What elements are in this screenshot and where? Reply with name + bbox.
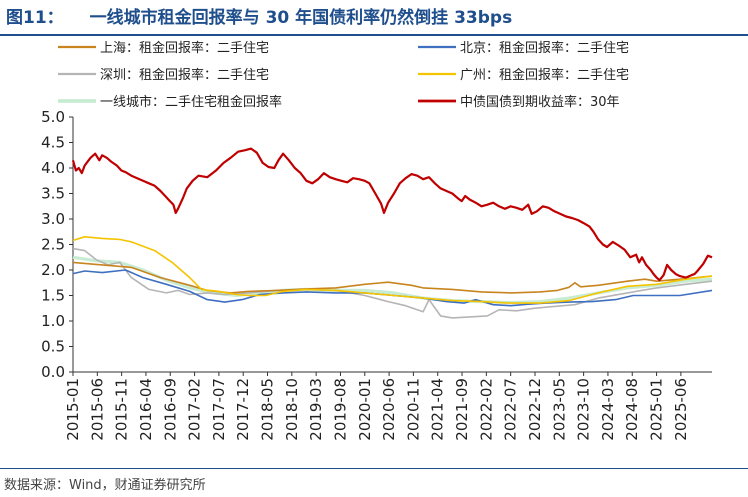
y-tick-label: 2.0 [41,261,65,279]
legend-label: 广州：租金回报率：二手住宅 [460,67,629,83]
x-tick-label: 2015-06 [88,378,106,441]
source-divider [0,468,748,469]
line-chart: 5.0 4.5 4.0 3.5 3.0 2.5 2.0 1.5 1.0 0.5 0.02015-01… [41,40,713,441]
y-tick-label: 4.0 [41,159,65,177]
y-tick-label: 3.5 [41,185,65,203]
figure-title: 图11： 一线城市租金回报率与 30 年国债利率仍然倒挂 33bps [6,6,512,30]
series-line [72,269,713,307]
x-tick-label: 2020-11 [404,378,422,441]
x-tick-label: 2017-07 [210,378,228,441]
y-tick-label: 1.0 [41,312,65,330]
x-tick-label: 2015-01 [64,378,82,441]
x-tick-label: 2022-02 [477,378,495,441]
series-line [72,236,713,304]
y-tick-label: 3.0 [41,210,65,228]
legend-label: 一线城市：二手住宅租金回报率 [100,94,282,110]
x-tick-label: 2020-01 [356,378,374,441]
y-tick-label: 2.5 [41,236,65,254]
x-tick-label: 2017-12 [234,378,252,441]
legend-label: 中债国债到期收益率：30年 [460,94,620,110]
x-tick-label: 2023-10 [575,378,593,441]
x-tick-label: 2016-09 [161,378,179,441]
figure-title-text: 一线城市租金回报率与 30 年国债利率仍然倒挂 33bps [89,8,513,28]
series-line [72,247,713,319]
x-tick-label: 2020-06 [380,378,398,441]
x-tick-label: 2021-04 [429,378,447,441]
x-tick-label: 2025-06 [672,378,690,441]
source-note: 数据来源：Wind，财通证券研究所 [4,478,206,493]
x-tick-label: 2023-05 [550,378,568,441]
x-tick-label: 2015-11 [113,378,131,441]
x-tick-label: 2022-12 [526,378,544,441]
y-tick-label: 0.5 [41,338,65,356]
x-tick-label: 2018-10 [283,378,301,441]
x-tick-label: 2019-08 [331,378,349,441]
x-tick-label: 2022-07 [502,378,520,441]
x-tick-label: 2017-02 [186,378,204,441]
y-tick-label: 5.0 [41,108,65,126]
y-tick-label: 4.5 [41,134,65,152]
series-line [71,147,713,282]
legend-label: 北京：租金回报率：二手住宅 [460,40,629,56]
x-tick-label: 2025-01 [648,378,666,441]
x-tick-label: 2018-05 [259,378,277,441]
legend-label: 深圳：租金回报率：二手住宅 [100,67,269,83]
x-tick-label: 2024-03 [599,378,617,441]
figure-number: 图11： [6,8,64,28]
title-divider [0,34,748,36]
x-tick-label: 2024-08 [623,378,641,441]
x-tick-label: 2016-04 [137,378,155,441]
x-tick-label: 2019-03 [307,378,325,441]
y-tick-label: 0.0 [41,363,65,381]
y-tick-label: 1.5 [41,287,65,305]
x-tick-label: 2021-09 [453,378,471,441]
legend-label: 上海：租金回报率：二手住宅 [100,40,269,56]
